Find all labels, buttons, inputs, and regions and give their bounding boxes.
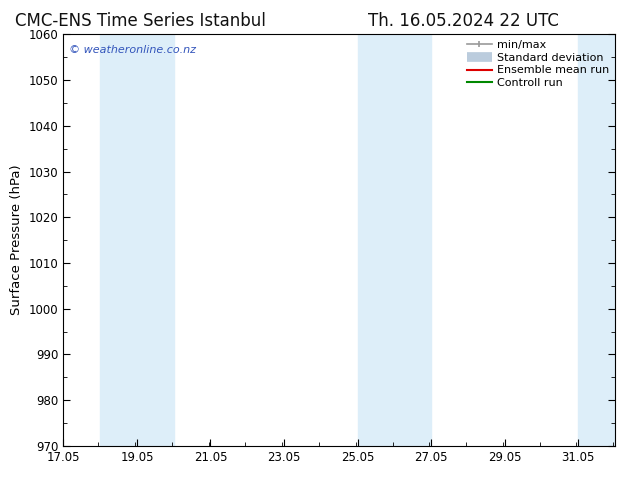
Legend: min/max, Standard deviation, Ensemble mean run, Controll run: min/max, Standard deviation, Ensemble me… bbox=[467, 40, 609, 88]
Y-axis label: Surface Pressure (hPa): Surface Pressure (hPa) bbox=[10, 165, 23, 316]
Text: CMC-ENS Time Series Istanbul: CMC-ENS Time Series Istanbul bbox=[15, 12, 266, 30]
Text: © weatheronline.co.nz: © weatheronline.co.nz bbox=[69, 45, 196, 54]
Bar bbox=[358, 34, 431, 446]
Bar bbox=[100, 34, 174, 446]
Bar bbox=[578, 34, 633, 446]
Text: Th. 16.05.2024 22 UTC: Th. 16.05.2024 22 UTC bbox=[368, 12, 559, 30]
